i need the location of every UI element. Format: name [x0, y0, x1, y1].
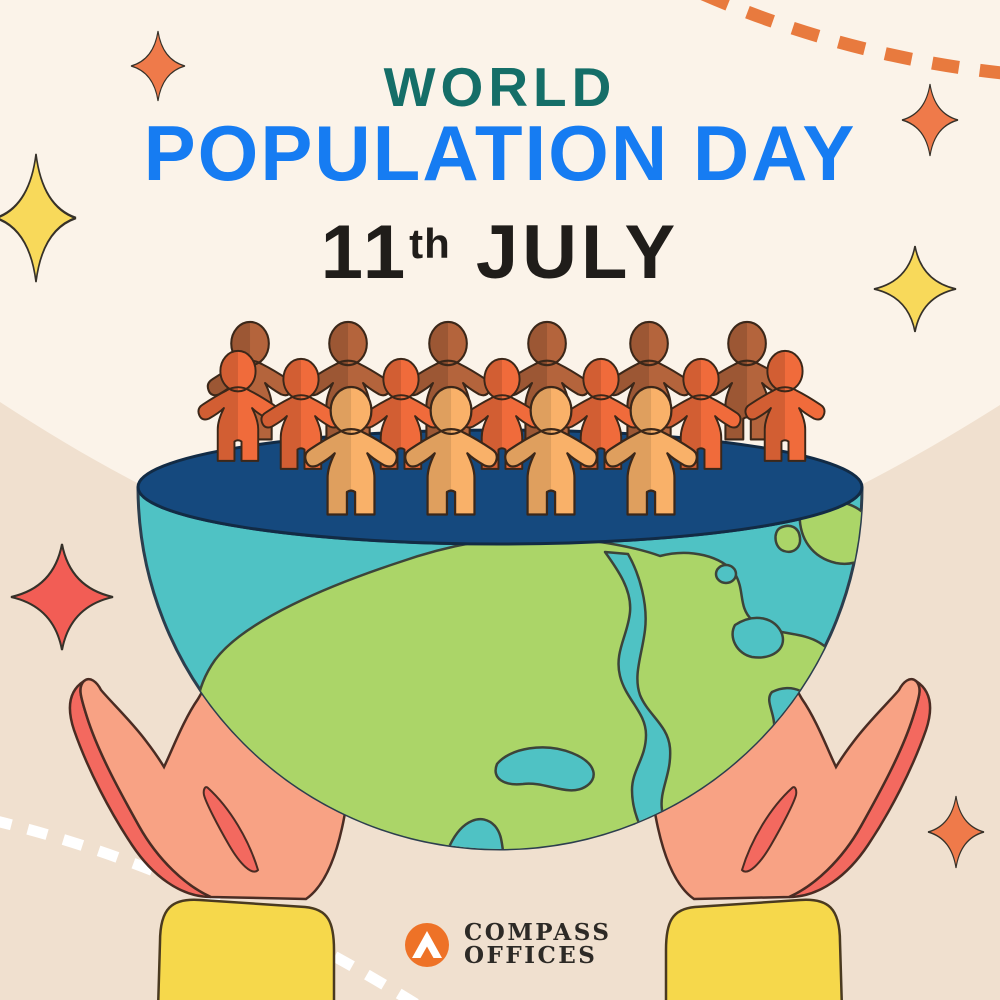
title-world: WORLD [383, 56, 617, 118]
date-suffix: th [409, 220, 451, 267]
compass-peak-icon [405, 923, 449, 967]
continents [193, 499, 862, 849]
date-month: JULY [475, 210, 680, 295]
brand-line2: OFFICES [464, 942, 598, 969]
date-day: 11 [320, 210, 410, 295]
title-population-day: POPULATION DAY [143, 109, 857, 197]
brand-line1: COMPASS [464, 919, 612, 946]
brand-wordmark: COMPASS OFFICES [464, 921, 611, 967]
title-date: 11th JULY [0, 215, 1000, 291]
orange-dashed-line [700, 0, 1000, 80]
